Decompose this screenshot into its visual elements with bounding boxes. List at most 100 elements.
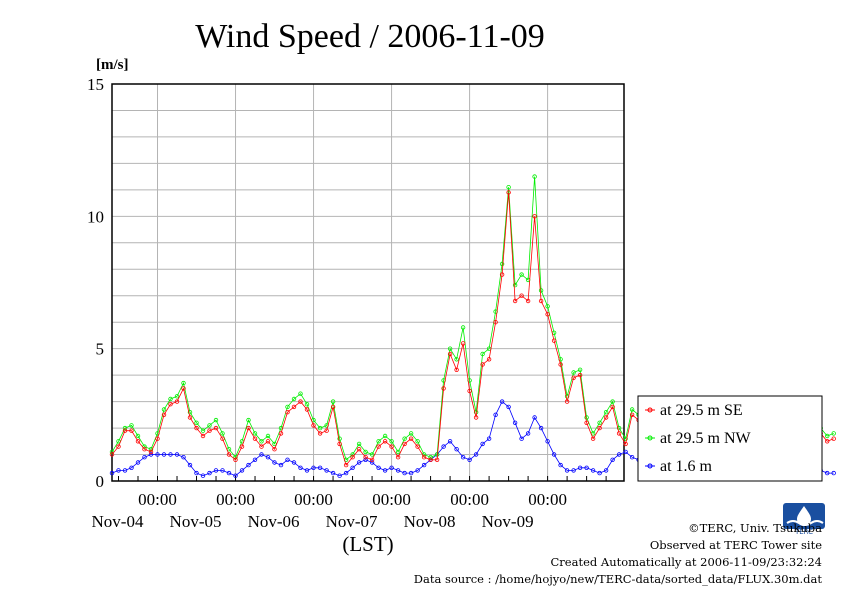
series-point — [350, 455, 355, 460]
series-point — [538, 298, 544, 304]
series-point — [590, 468, 596, 473]
legend: at 29.5 m SE at 29.5 m NW at 1.6 m — [637, 395, 823, 482]
series-point — [616, 431, 622, 436]
series-point — [226, 470, 232, 476]
series-point — [155, 452, 160, 457]
series-point — [168, 452, 173, 457]
series-point — [317, 431, 323, 436]
series-point — [623, 449, 628, 455]
x-tick-time: 00:00 — [450, 490, 489, 509]
series-point — [473, 410, 479, 415]
series-point — [252, 457, 258, 462]
series-point — [233, 473, 238, 478]
x-tick-time: 00:00 — [294, 490, 333, 509]
series-point — [499, 261, 505, 267]
series-point — [493, 320, 498, 325]
series-point — [155, 436, 160, 441]
logo-text: TERC — [794, 528, 814, 536]
series-point — [122, 468, 128, 473]
series-point — [610, 404, 615, 410]
y-axis-unit: [m/s] — [96, 57, 129, 73]
series-point — [428, 455, 433, 460]
series-point — [239, 468, 245, 473]
series-point — [538, 425, 544, 431]
x-tick-time: 00:00 — [372, 490, 411, 509]
series-point — [233, 457, 238, 462]
series-point — [304, 407, 310, 412]
series-point — [174, 394, 180, 399]
series-point — [551, 338, 557, 343]
chart-title: Wind Speed / 2006-11-09 — [195, 18, 545, 55]
series-point — [402, 441, 407, 447]
series-point — [291, 396, 297, 402]
series-point — [363, 457, 368, 462]
series-point — [148, 452, 154, 457]
series-point — [135, 439, 141, 444]
series-point — [363, 449, 368, 455]
series-point — [454, 367, 459, 372]
series-point — [597, 420, 602, 425]
series-point — [363, 455, 368, 460]
series-point — [369, 457, 375, 462]
series-point — [395, 449, 401, 455]
series-point — [441, 386, 446, 391]
series-point — [610, 457, 615, 462]
series-point — [590, 436, 596, 441]
series-point — [285, 410, 290, 415]
series-point — [825, 433, 830, 439]
series-point — [506, 404, 511, 410]
series-point — [486, 436, 492, 441]
series-point — [220, 468, 225, 473]
series-point — [473, 415, 479, 420]
series-point — [259, 444, 264, 449]
series-point — [246, 425, 251, 431]
series-point — [122, 428, 128, 433]
series-point — [389, 465, 394, 470]
series-point — [460, 341, 466, 346]
terc-logo-icon — [783, 503, 825, 529]
series-point — [415, 444, 420, 449]
series-point — [369, 460, 375, 465]
series-point — [343, 470, 349, 476]
series-point — [825, 439, 830, 444]
y-tick-label: 5 — [96, 340, 105, 359]
series-point — [311, 465, 316, 470]
series-point — [577, 372, 583, 378]
series-point — [831, 431, 836, 436]
created-text: Created Automatically at 2006-11-09/23:3… — [550, 555, 823, 569]
series-point — [246, 417, 251, 423]
series-point — [324, 428, 329, 433]
series-point — [389, 444, 394, 449]
series-point — [629, 455, 635, 460]
series-point — [187, 462, 193, 468]
series-point — [382, 439, 388, 444]
series-point — [304, 402, 310, 407]
series-point — [376, 444, 381, 449]
x-tick-date: Nov-09 — [482, 512, 534, 531]
series-point — [506, 190, 511, 195]
series-point — [402, 470, 407, 476]
series-point — [298, 391, 303, 396]
legend-swatch-marker — [647, 463, 653, 469]
series-point — [564, 399, 570, 404]
x-tick-time: 00:00 — [528, 490, 567, 509]
series-point — [259, 452, 264, 457]
series-point — [616, 452, 622, 457]
series-point — [831, 470, 836, 476]
series-point — [376, 439, 381, 444]
legend-label: at 29.5 m SE — [660, 402, 743, 419]
x-tick-date: Nov-06 — [248, 512, 300, 531]
series-point — [200, 433, 206, 439]
series-point — [272, 447, 277, 452]
series-point — [428, 457, 433, 462]
legend-box — [637, 395, 823, 482]
series-point — [200, 428, 206, 433]
series-point — [129, 428, 134, 433]
series-point — [135, 460, 141, 465]
series-point — [259, 439, 264, 444]
series-point — [356, 441, 362, 447]
series-point — [493, 412, 498, 417]
series-point — [603, 415, 609, 420]
series-point — [350, 465, 355, 470]
x-tick-date: Nov-07 — [326, 512, 378, 531]
